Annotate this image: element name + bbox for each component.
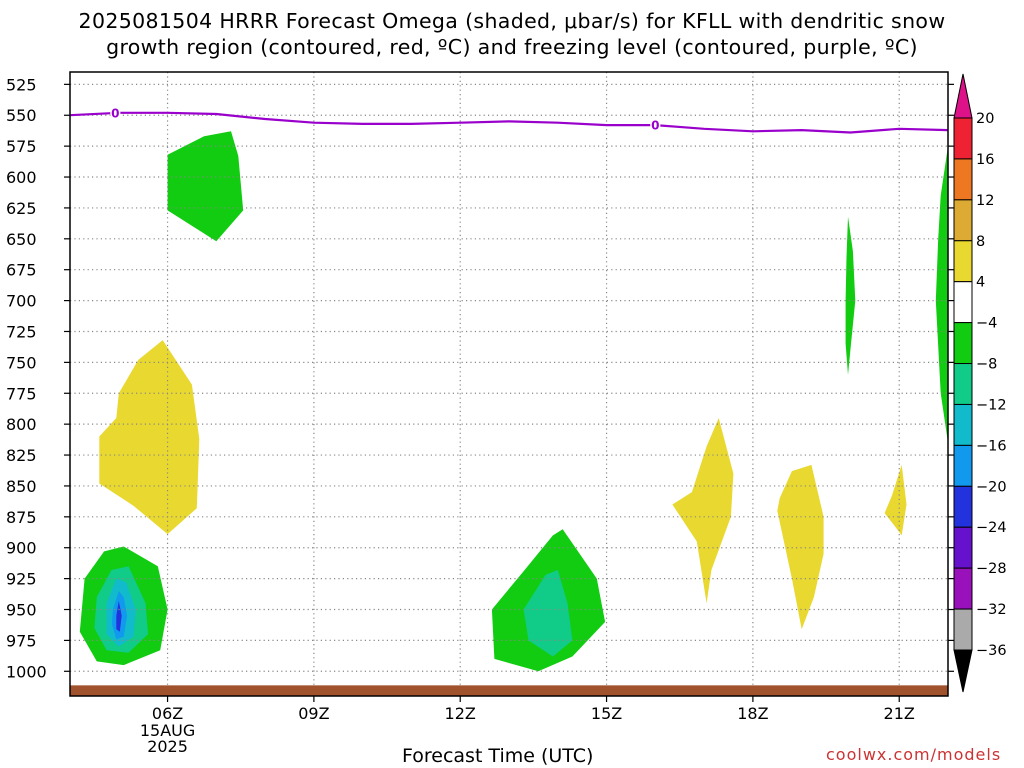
colorbar-bin-0 [953,117,973,160]
colorbar: 20 16 12 8 4 −4 −8 −12 −16 −20 −24 −28 −32 −36 [953,73,1007,693]
y-tick-label-800: 800 [6,415,37,434]
omega-region-yellow-21z [884,464,907,536]
y-tick-label-700: 700 [6,292,37,311]
colorbar-label-0: 20 [976,111,994,127]
freezing-level-line [69,111,949,134]
x-tick-label-15Z: 15Z [591,704,622,723]
colorbar-bin-2 [953,199,973,242]
colorbar-label-4: 4 [976,275,985,291]
plot-frame [69,71,949,697]
omega-region-green-20z [845,216,856,375]
chart-title: 2025081504 HRRR Forecast Omega (shaded, … [0,8,1024,60]
x-tick-label-06Z: 06Z [152,704,183,723]
omega-region-yellow-17z [672,418,734,604]
colorbar-label-5: −4 [976,316,997,332]
x-tick-label-21Z: 21Z [884,704,915,723]
colorbar-bin-12 [953,608,973,651]
x-axis-label: Forecast Time (UTC) [402,745,594,767]
x-tick-sublabel-06Z-0: 15AUG [140,721,195,740]
colorbar-top-arrow [953,73,973,119]
y-tick-label-525: 525 [6,75,37,94]
colorbar-bin-4 [953,281,973,324]
y-tick-label-775: 775 [6,384,37,403]
colorbar-bin-10 [953,526,973,569]
title-line-2: growth region (contoured, red, ºC) and f… [106,35,918,59]
credit-text: coolwx.com/models [826,745,1002,764]
colorbar-label-2: 12 [976,193,994,209]
x-tick-label-12Z: 12Z [445,704,476,723]
grid-lines [70,72,948,696]
y-tick-label-850: 850 [6,477,37,496]
colorbar-label-12: −32 [976,602,1007,618]
y-tick-label-875: 875 [6,508,37,527]
omega-region-teal-lower-mid [523,570,573,657]
y-tick-label-825: 825 [6,446,37,465]
colorbar-bin-3 [953,240,973,283]
colorbar-bin-7 [953,403,973,446]
x-tick-sublabel-06Z-1: 2025 [147,737,188,756]
colorbar-bin-11 [953,567,973,610]
y-tick-label-625: 625 [6,199,37,218]
y-tick-label-600: 600 [6,168,37,187]
omega-region-yellow-mid-left [99,340,200,535]
colorbar-label-9: −20 [976,479,1007,495]
omega-region-yellow-19z [777,464,824,630]
omega-regions [79,131,948,672]
colorbar-bin-8 [953,444,973,487]
colorbar-label-7: −12 [976,397,1007,413]
colorbar-bin-1 [953,158,973,201]
colorbar-label-8: −16 [976,438,1007,454]
colorbar-label-13: −36 [976,643,1007,659]
colorbar-label-11: −28 [976,561,1007,577]
colorbar-label-10: −24 [976,520,1007,536]
terrain-bar [70,685,948,696]
colorbar-bin-9 [953,485,973,528]
omega-region-green-upper [167,131,244,242]
colorbar-label-6: −8 [976,357,997,373]
y-tick-label-950: 950 [6,601,37,620]
y-tick-label-1000: 1000 [6,662,47,681]
omega-region-green-right-edge [935,146,948,443]
colorbar-bin-6 [953,363,973,405]
y-tick-label-975: 975 [6,631,37,650]
freezing-level-label-1: 0 [651,119,659,133]
colorbar-bin-5 [953,322,973,365]
y-tick-label-675: 675 [6,261,37,280]
y-axis-ticks: 525 550 575 600 625 650 675 700 725 750 775 800 825 8… [6,75,954,681]
y-tick-label-650: 650 [6,230,37,249]
y-tick-label-925: 925 [6,570,37,589]
colorbar-label-1: 16 [976,152,994,168]
x-tick-label-09Z: 09Z [298,704,329,723]
freezing-level-label-0: 0 [111,106,119,120]
y-tick-label-750: 750 [6,353,37,372]
omega-region-blue-core [116,600,122,632]
colorbar-label-3: 8 [976,234,985,250]
y-tick-label-725: 725 [6,322,37,341]
title-line-1: 2025081504 HRRR Forecast Omega (shaded, … [78,9,946,33]
y-tick-label-575: 575 [6,137,37,156]
y-tick-label-550: 550 [6,106,37,125]
x-tick-label-18Z: 18Z [737,704,768,723]
colorbar-bottom-arrow [953,649,973,693]
y-tick-label-900: 900 [6,539,37,558]
